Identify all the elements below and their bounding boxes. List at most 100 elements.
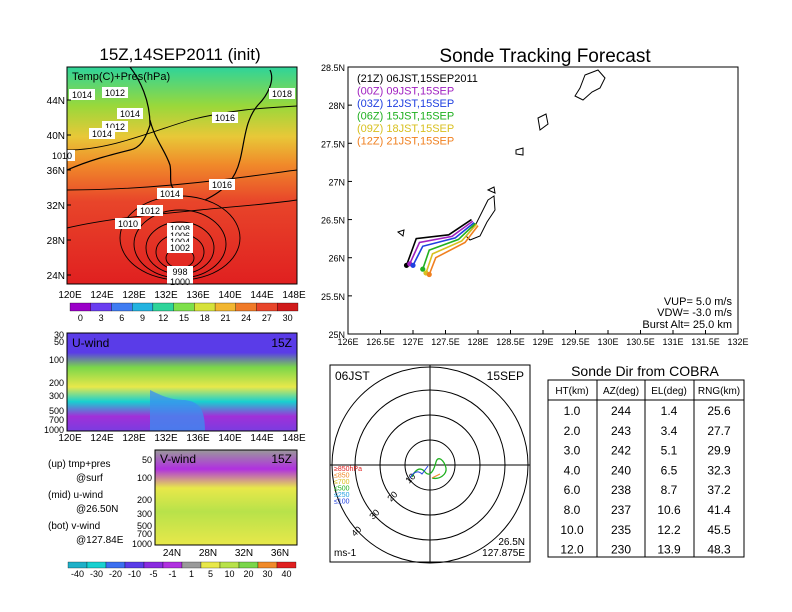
- note-up: (up) tmp+pres: [48, 459, 111, 470]
- isobar-label: 1010: [52, 151, 72, 161]
- temperature-colorbar-label: 21: [220, 313, 230, 323]
- table-frame: [547, 379, 745, 558]
- temperature-colorbar-swatch: [132, 302, 154, 312]
- table-cell: 25.6: [707, 404, 731, 418]
- track-lat-label: 27.5N: [321, 139, 345, 149]
- wind-colorbar-label: -10: [128, 569, 141, 579]
- vwind-pressure-label: 50: [142, 455, 152, 465]
- note-mid: (mid) u-wind: [48, 490, 103, 501]
- isobar-label-bg: [167, 230, 193, 241]
- polar-ring-2: [379, 414, 481, 516]
- table-cell: 3.0: [564, 444, 581, 458]
- temperature-colorbar-label: 3: [99, 313, 104, 323]
- vwind-pressure-label: 300: [137, 509, 152, 519]
- polar-ring-1: [404, 439, 456, 491]
- temperature-colorbar-swatch: [277, 302, 299, 312]
- uwind-lon-label: 120E: [58, 433, 82, 444]
- isobar-label-bg: [167, 242, 193, 253]
- track-legend-entry: (03Z) 12JST,15SEP: [357, 98, 454, 110]
- uwind-lon-label: 140E: [218, 433, 242, 444]
- polar-level-label: ≤850: [334, 473, 350, 480]
- uwind-lon-label: 148E: [282, 433, 306, 444]
- temperature-colorbar-label: 30: [283, 313, 293, 323]
- track-lon-label: 131.5E: [691, 337, 720, 347]
- track-lat-label: 28.5N: [321, 63, 345, 73]
- isobar-label: 1002: [170, 243, 190, 253]
- wind-colorbar-label: 30: [262, 569, 272, 579]
- uwind-lon-label: 132E: [154, 433, 178, 444]
- table-cell: 6.0: [564, 483, 581, 497]
- isobar-label: 1016: [212, 180, 232, 190]
- track-frame: [347, 66, 739, 335]
- table-cell: 8.0: [564, 503, 581, 517]
- temperature-colorbar-label: 0: [78, 313, 83, 323]
- isobar-label: 1014: [92, 129, 112, 139]
- table-cell: 242: [611, 444, 631, 458]
- wind-colorbar-label: 5: [208, 569, 213, 579]
- temperature-colorbar-swatch: [152, 302, 174, 312]
- uwind-lon-label: 124E: [90, 433, 114, 444]
- isobar-label-bg: [117, 108, 143, 119]
- uwind-time: 15Z: [271, 336, 292, 350]
- island-okinoerabu: [515, 147, 524, 156]
- wind-colorbar-label: -30: [90, 569, 103, 579]
- isobar-label: 1008: [170, 224, 190, 234]
- uwind-label: U-wind: [72, 336, 109, 350]
- track-lon-label: 127.5E: [431, 337, 460, 347]
- vwind-lat-axis: 24N 28N 32N 36N: [163, 548, 289, 559]
- temperature-colorbar-swatch: [256, 302, 278, 312]
- table-cell: 10.6: [657, 503, 681, 517]
- uwind-pressure-label: 300: [49, 391, 64, 401]
- uwind-pressure-label: 200: [49, 378, 64, 388]
- island-kume: [396, 229, 405, 237]
- table-cell: 2.0: [564, 424, 581, 438]
- table-header-cell: HT(km): [555, 386, 588, 397]
- polar-lat: 26.5N: [498, 537, 525, 548]
- polar-unit: ms-1: [334, 548, 357, 559]
- uwind-frame: [66, 332, 298, 432]
- temperature-colorbar-swatch: [90, 302, 112, 312]
- table-cell: 10.0: [560, 523, 584, 537]
- temperature-colorbar-label: 18: [200, 313, 210, 323]
- island-amami: [574, 69, 606, 101]
- wind-colorbar-label: -5: [149, 569, 157, 579]
- vwind-lat-label: 36N: [271, 548, 289, 559]
- track-legend-entry: (00Z) 09JST,15SEP: [357, 86, 454, 98]
- map-title: 15Z,14SEP2011 (init): [99, 45, 260, 64]
- track-lon-axis: 126E 126.5E 127E 127.5E 128E 128.5E 129E 129.5E…: [337, 330, 749, 347]
- temperature-colorbar-swatch: [235, 302, 257, 312]
- table-cell: 37.2: [707, 483, 731, 497]
- wind-colorbar-swatch: [276, 561, 297, 569]
- table-header-cell: EL(deg): [651, 386, 687, 397]
- wind-colorbar-swatch: [124, 561, 145, 569]
- note-bot: (bot) v-wind: [48, 521, 100, 532]
- isobar-label: 1012: [140, 206, 160, 216]
- uwind-lon-axis: 120E 124E 128E 132E 136E 140E 144E 148E: [58, 433, 306, 444]
- track-lat-label: 25.5N: [321, 292, 345, 302]
- param-vdw: VDW= -3.0 m/s: [657, 307, 732, 319]
- polar-level-legend: ≥850hPa≤850≤700≤500≤250≤100: [334, 466, 362, 506]
- wind-colorbar-label: -40: [71, 569, 84, 579]
- uwind-pressure-label: 100: [49, 355, 64, 365]
- wind-colorbar-swatch: [143, 561, 164, 569]
- isobar-label-bg: [167, 236, 193, 247]
- map-lon-tick-label: 148E: [282, 290, 306, 301]
- wind-colorbar-swatch: [238, 561, 259, 569]
- table-cell: 29.9: [707, 444, 731, 458]
- table-cell: 8.7: [661, 483, 678, 497]
- track-lat-label: 28N: [328, 101, 345, 111]
- isobar-label-bg: [115, 218, 141, 229]
- vwind-frame: [154, 449, 298, 546]
- wind-colorbar-swatch: [162, 561, 183, 569]
- isobar-label: 1012: [105, 122, 125, 132]
- map-lat-tick-label: 28N: [47, 236, 65, 247]
- table-header-cell: AZ(deg): [603, 386, 639, 397]
- temperature-colorbar-label: 12: [158, 313, 168, 323]
- polar-lon: 127.875E: [482, 548, 525, 559]
- table-cell: 235: [611, 523, 631, 537]
- param-burst: Burst Alt= 25.0 km: [642, 319, 732, 331]
- track-legend: (21Z) 06JST,15SEP2011(00Z) 09JST,15SEP(0…: [357, 73, 478, 148]
